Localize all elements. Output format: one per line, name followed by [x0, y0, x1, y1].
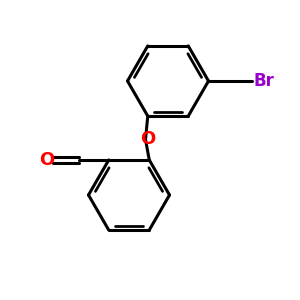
Text: Br: Br: [254, 72, 274, 90]
Text: O: O: [140, 130, 155, 148]
Text: O: O: [39, 151, 54, 169]
